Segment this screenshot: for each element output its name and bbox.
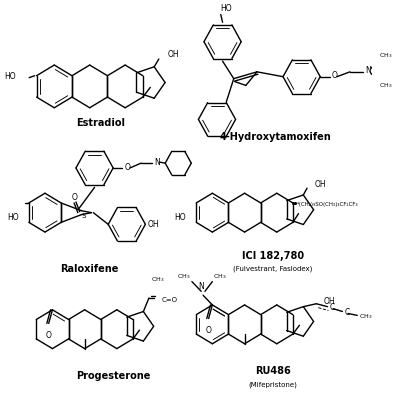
- Text: N: N: [365, 66, 371, 75]
- Text: CH$_3$: CH$_3$: [359, 312, 373, 321]
- Text: O: O: [125, 162, 130, 172]
- Text: HO: HO: [4, 72, 16, 81]
- Text: HO: HO: [7, 213, 19, 222]
- Text: CH$_3$: CH$_3$: [379, 51, 392, 60]
- Text: 4-Hydroxytamoxifen: 4-Hydroxytamoxifen: [220, 132, 331, 142]
- Text: OH: OH: [147, 220, 159, 229]
- Text: OH: OH: [168, 50, 180, 59]
- Text: C: C: [329, 303, 335, 312]
- Text: O: O: [331, 71, 337, 80]
- Text: O: O: [71, 193, 77, 201]
- Text: CH$_3$: CH$_3$: [177, 272, 191, 280]
- Text: CH$_3$: CH$_3$: [379, 81, 392, 91]
- Text: CH$_3$: CH$_3$: [151, 275, 164, 284]
- Text: C: C: [344, 308, 349, 317]
- Text: S: S: [81, 213, 85, 219]
- Text: O: O: [46, 331, 52, 340]
- Text: HO: HO: [175, 213, 186, 222]
- Text: HO: HO: [221, 4, 232, 13]
- Text: RU486: RU486: [255, 366, 291, 376]
- Text: Estradiol: Estradiol: [76, 119, 125, 128]
- Text: OH: OH: [314, 180, 326, 189]
- Text: (Mifepristone): (Mifepristone): [248, 381, 297, 388]
- Text: N: N: [198, 282, 204, 291]
- Text: Raloxifene: Raloxifene: [60, 264, 119, 274]
- Text: CH$_3$: CH$_3$: [213, 272, 227, 280]
- Text: (Fulvestrant, Faslodex): (Fulvestrant, Faslodex): [233, 266, 312, 272]
- Text: N: N: [154, 158, 160, 167]
- Text: *(CH₂)₉SO(CH₃)₃CF₂CF₃: *(CH₂)₉SO(CH₃)₃CF₂CF₃: [297, 202, 359, 207]
- Text: O: O: [206, 326, 212, 335]
- Text: ICI 182,780: ICI 182,780: [242, 251, 304, 261]
- Text: Progesterone: Progesterone: [76, 371, 150, 381]
- Text: C=O: C=O: [162, 297, 178, 303]
- Text: OH: OH: [324, 297, 335, 306]
